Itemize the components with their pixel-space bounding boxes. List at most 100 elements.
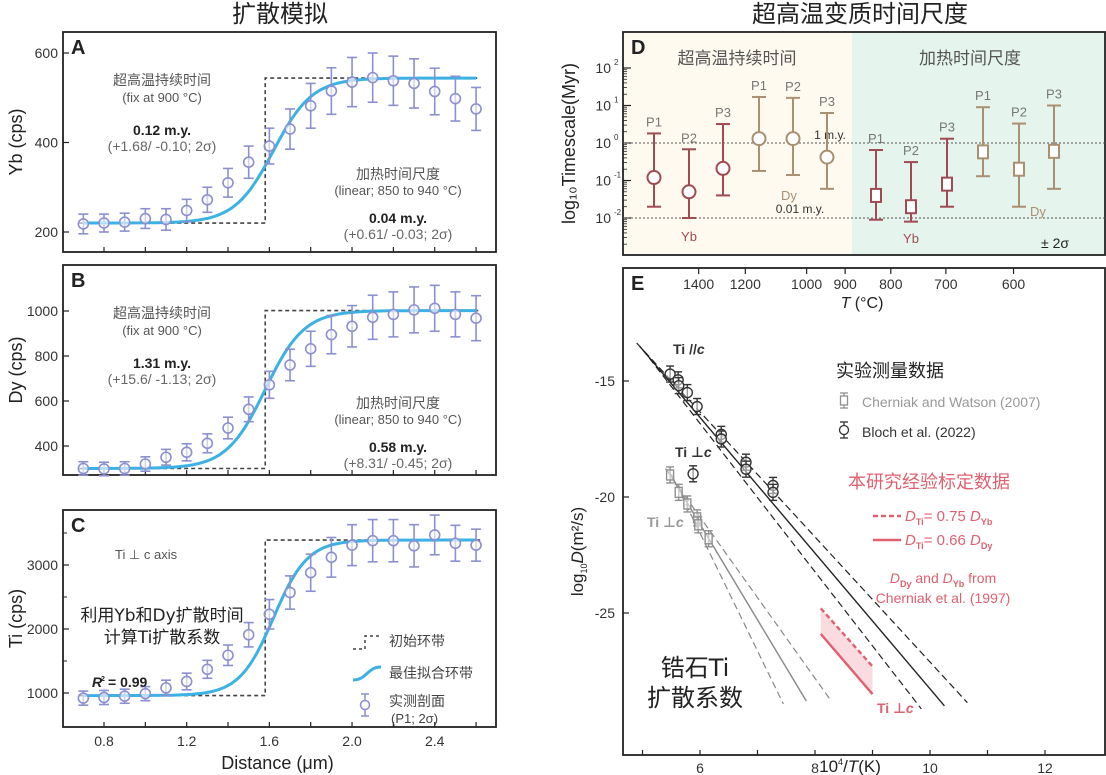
data-marker <box>304 342 317 355</box>
data-marker <box>222 649 234 662</box>
point-label: P2 <box>681 130 697 145</box>
series-heating-yb: P1 P2 P3 <box>868 120 955 223</box>
r-squared-label: R <box>92 674 103 690</box>
timescale-point: P3 <box>939 120 955 208</box>
y-axis-label: Dy (cps) <box>6 337 26 404</box>
data-marker <box>366 71 379 84</box>
c-axis: c <box>906 700 914 716</box>
legend-fit-label: 最佳拟合环带 <box>389 666 473 682</box>
ref-label-1my: 1 m.y. <box>814 128 846 142</box>
y-tick-exponent: 2 <box>614 58 619 67</box>
data-point <box>160 207 172 232</box>
x-label-T: T <box>848 757 860 775</box>
legend-bloch-label: Bloch et al. (2022) <box>862 424 976 440</box>
data-marker <box>408 77 420 90</box>
data-marker <box>201 193 214 206</box>
square-marker <box>704 533 713 545</box>
data-marker <box>242 403 255 416</box>
diffusion-point <box>694 516 703 534</box>
section-title-heating: 加热时间尺度 <box>919 49 1021 69</box>
data-point <box>139 207 152 230</box>
bloch-par-c-fit <box>636 342 968 710</box>
label-ti-perp-c-bloch: Ti ⊥c <box>675 444 712 460</box>
diffusion-point <box>673 376 685 395</box>
diffusion-point <box>665 466 675 484</box>
data-marker <box>201 437 214 450</box>
y-tick-label: -15 <box>595 373 615 389</box>
data-marker <box>222 176 234 189</box>
legend-cw: Cherniak and Watson (2007) <box>839 392 1040 410</box>
timescale-point: P2 <box>681 130 697 219</box>
square-marker <box>665 469 675 481</box>
subscript: Dy <box>900 579 912 589</box>
data-marker <box>160 682 172 694</box>
legend-data-sublabel: (P1; 2σ) <box>391 711 438 726</box>
diffusion-point <box>674 483 683 502</box>
data-point <box>387 518 400 563</box>
y-tick-label: 400 <box>35 438 59 454</box>
subscript: Yb <box>953 579 965 589</box>
top-x-tick-label: 1400 <box>683 276 714 292</box>
square-marker <box>870 187 882 203</box>
point-label: P1 <box>868 131 884 146</box>
data-marker <box>387 74 400 87</box>
data-point <box>77 460 90 477</box>
diffusion-point <box>681 383 694 402</box>
data-marker <box>77 462 90 475</box>
legend-bloch: Bloch et al. (2022) <box>838 421 976 440</box>
cherniak-watson-points <box>665 466 713 548</box>
legend-cw-label: Cherniak and Watson (2007) <box>862 394 1040 410</box>
data-point <box>263 127 276 165</box>
data-marker <box>387 534 400 547</box>
method-line-1: 利用Yb和Dy扩散时间 <box>80 606 243 626</box>
section-bg-uht <box>623 32 852 255</box>
square-marker <box>674 486 683 499</box>
x-tick-label: 2.0 <box>342 733 362 749</box>
data-point <box>428 514 441 556</box>
top-x-tick-label: 1200 <box>730 276 761 292</box>
data-marker <box>284 586 296 599</box>
label-ti-par-c: Ti //c <box>673 341 705 357</box>
ti-text: Ti // <box>673 341 697 357</box>
x-label-exp: 4 <box>838 757 843 767</box>
data-marker <box>470 312 482 325</box>
square-marker <box>977 144 989 160</box>
study-yb-line <box>819 607 874 668</box>
data-point <box>284 575 296 610</box>
x-axis-label: 104/T(K) <box>819 757 881 775</box>
study-data-title: 本研究经验标定数据 <box>848 472 1010 493</box>
top-x-tick-label: 700 <box>934 276 958 292</box>
data-point <box>77 213 90 235</box>
plot-frame <box>62 509 497 728</box>
circle-marker <box>751 131 767 147</box>
x-tick-label: 1.6 <box>260 733 280 749</box>
data-point <box>222 167 234 198</box>
fit-band-line <box>636 342 968 704</box>
method-line-2: 计算Ti扩散系数 <box>104 628 221 648</box>
data-point <box>284 348 296 382</box>
data-marker <box>284 359 296 371</box>
data-point <box>470 86 482 132</box>
heating-title: 加热时间尺度 <box>356 167 440 183</box>
y-tick-label: 1000 <box>27 685 58 701</box>
legend-study-yb-label: DTi= 0.75 DYb <box>905 508 993 527</box>
diffusion-point <box>767 483 779 502</box>
c-axis: c <box>676 514 684 530</box>
x-label-unit: (K) <box>858 757 881 775</box>
left-title: 扩散模拟 <box>232 0 328 28</box>
data-point <box>98 689 110 706</box>
y-tick-label: -25 <box>595 605 615 621</box>
square-marker <box>941 176 953 192</box>
circle-marker <box>687 468 699 480</box>
data-marker <box>304 100 317 112</box>
panel-label: C <box>71 515 85 537</box>
data-marker <box>325 328 338 341</box>
r-squared-exponent: 2 <box>101 676 105 683</box>
heating-condition: (linear; 850 to 940 °C) <box>334 412 461 427</box>
data-marker <box>449 537 462 550</box>
x-axis-label: Distance (μm) <box>221 753 333 773</box>
D-symbol: D <box>905 532 916 549</box>
section-title-uht: 超高温持续时间 <box>678 49 797 69</box>
uht-title: 超高温持续时间 <box>113 72 211 89</box>
